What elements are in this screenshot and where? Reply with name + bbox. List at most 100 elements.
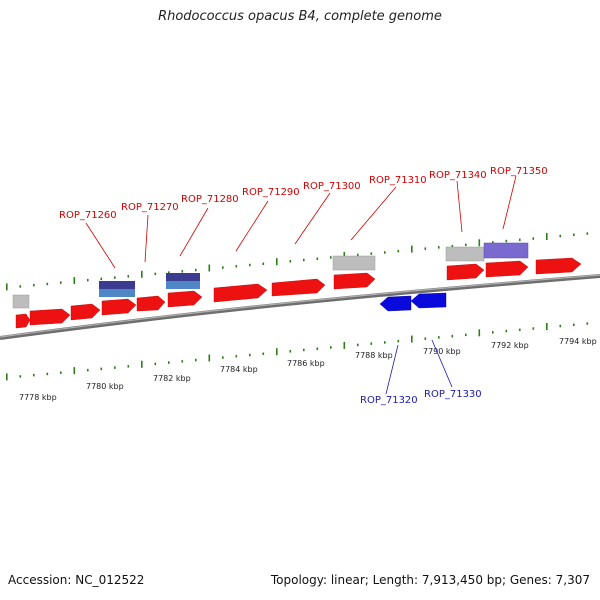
major-tick (546, 233, 548, 240)
minor-tick (492, 241, 494, 244)
minor-tick (195, 268, 197, 272)
minor-tick (87, 368, 89, 372)
minor-tick (181, 360, 184, 363)
lower-tick-track (6, 322, 589, 381)
feature-box-gray[interactable] (12, 294, 30, 309)
gene-arrow[interactable] (167, 290, 203, 308)
axis-label: 7778 kbp (19, 393, 57, 402)
gene-label[interactable]: ROP_71330 (424, 389, 482, 400)
axis-label: 7782 kbp (153, 374, 191, 383)
feature-box-navy[interactable] (99, 281, 135, 289)
reverse-genes (379, 292, 447, 312)
minor-tick (114, 276, 116, 279)
gene-arrow[interactable] (213, 283, 268, 303)
minor-tick (438, 336, 440, 339)
minor-tick (519, 328, 521, 332)
gene-label[interactable]: ROP_71290 (242, 187, 300, 198)
feature-box-navy[interactable] (166, 273, 200, 281)
major-tick (276, 348, 278, 356)
minor-tick (46, 372, 49, 376)
gene-label[interactable]: ROP_71340 (429, 170, 487, 181)
reverse-gene-labels: ROP_71320 ROP_71330 (360, 339, 482, 406)
gene-arrow[interactable] (485, 260, 529, 278)
minor-tick (127, 275, 130, 278)
minor-tick (289, 260, 292, 263)
minor-tick (424, 247, 427, 250)
minor-tick (249, 263, 251, 267)
major-tick (73, 367, 76, 375)
gene-arrow[interactable] (535, 257, 582, 275)
feature-box-steel[interactable] (99, 289, 135, 297)
minor-tick (451, 334, 454, 338)
gene-arrow[interactable] (333, 272, 376, 290)
minor-tick (465, 243, 467, 247)
minor-tick (330, 256, 332, 259)
leader-line (235, 200, 269, 252)
minor-tick (114, 366, 116, 369)
gene-label[interactable]: ROP_71280 (181, 194, 239, 205)
minor-tick (330, 346, 332, 349)
gene-label[interactable]: ROP_71320 (360, 395, 418, 406)
major-tick (546, 323, 548, 330)
minor-tick (357, 343, 359, 347)
gene-arrow[interactable] (15, 313, 31, 329)
genome-summary-text: Topology: linear; Length: 7,913,450 bp; … (270, 573, 590, 587)
axis-label: 7790 kbp (423, 347, 461, 356)
minor-tick (532, 327, 535, 330)
genome-backbone (0, 274, 600, 340)
gene-arrow[interactable] (29, 308, 71, 326)
axis-label: 7788 kbp (355, 351, 393, 360)
gene-arrow[interactable] (410, 292, 447, 309)
feature-box-gray[interactable] (445, 246, 485, 262)
minor-tick (222, 266, 224, 269)
minor-tick (559, 234, 562, 238)
minor-tick (451, 244, 454, 248)
feature-box-lavender[interactable] (483, 242, 529, 259)
major-tick (343, 341, 346, 349)
forward-genes (15, 257, 582, 329)
major-tick (343, 251, 346, 259)
gene-arrow[interactable] (446, 263, 485, 281)
gene-arrow[interactable] (101, 298, 137, 316)
gene-arrow[interactable] (70, 303, 101, 321)
minor-tick (303, 348, 305, 352)
minor-tick (438, 246, 440, 249)
minor-tick (100, 277, 103, 281)
gene-arrow[interactable] (136, 295, 166, 312)
gene-label[interactable]: ROP_71310 (369, 175, 427, 186)
minor-tick (168, 361, 170, 364)
gene-label[interactable]: ROP_71300 (303, 181, 361, 192)
minor-tick (262, 352, 265, 355)
gene-arrow[interactable] (379, 295, 412, 312)
genome-title: Rhodococcus opacus B4, complete genome (158, 9, 442, 24)
feature-box-gray[interactable] (332, 255, 376, 271)
minor-tick (573, 323, 575, 326)
minor-tick (87, 278, 89, 282)
minor-tick (316, 347, 319, 350)
minor-tick (235, 265, 238, 268)
minor-tick (505, 239, 508, 243)
gene-label[interactable]: ROP_71350 (490, 166, 548, 177)
gene-label[interactable]: ROP_71260 (59, 210, 117, 221)
minor-tick (249, 353, 251, 357)
minor-tick (33, 373, 35, 377)
gene-label[interactable]: ROP_71270 (121, 202, 179, 213)
leader-line (85, 222, 116, 269)
minor-tick (586, 322, 589, 325)
axis-label: 7780 kbp (86, 382, 124, 391)
minor-tick (505, 329, 508, 333)
gene-arrow[interactable] (271, 278, 326, 297)
minor-tick (465, 333, 467, 337)
minor-tick (573, 233, 575, 236)
major-tick (6, 373, 8, 381)
forward-gene-labels: ROP_71260 ROP_71270 ROP_71280 ROP_71290 … (59, 166, 548, 269)
leader-line (502, 175, 517, 230)
feature-box-steel[interactable] (166, 281, 200, 289)
major-tick (208, 354, 211, 362)
minor-tick (19, 375, 22, 378)
minor-tick (357, 253, 359, 257)
minor-tick (532, 237, 535, 240)
minor-tick (424, 337, 427, 340)
minor-tick (289, 350, 292, 353)
